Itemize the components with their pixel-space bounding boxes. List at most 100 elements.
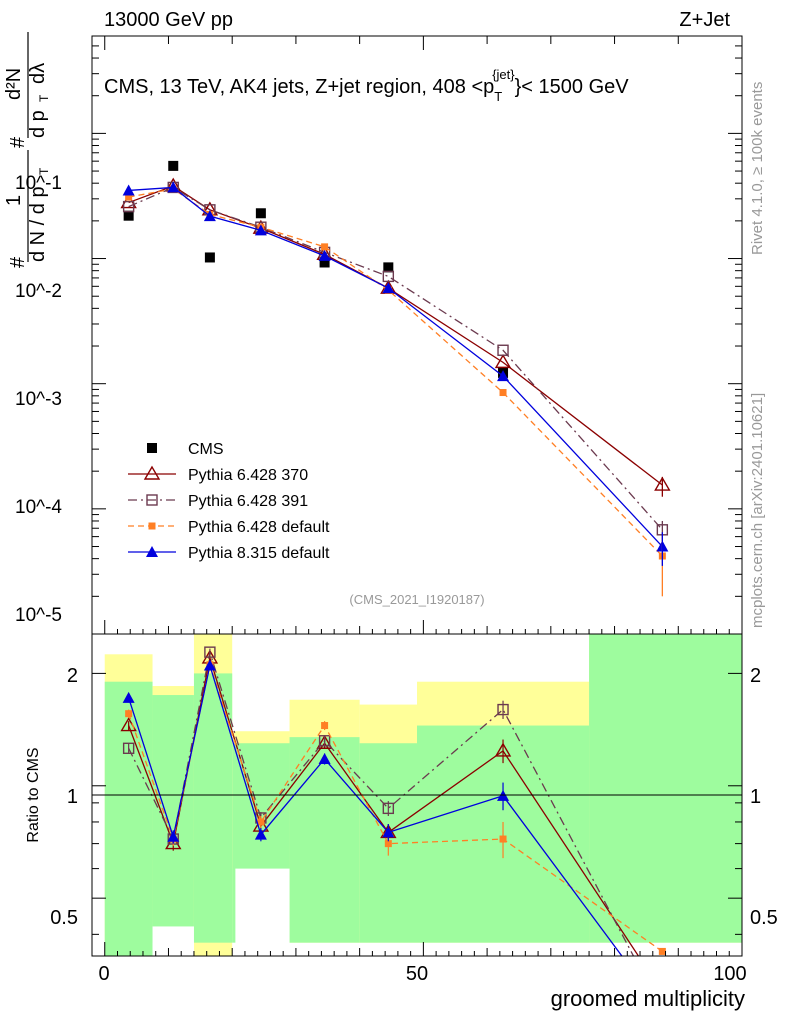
data-point [499, 389, 507, 397]
legend-marker [146, 546, 158, 557]
y-tick-label: 10^-2 [15, 281, 62, 302]
y-tick-label: 10^-5 [15, 605, 62, 626]
y-label-one: 1 [3, 195, 25, 206]
data-point [497, 370, 510, 382]
ratio-point [318, 735, 331, 747]
ratio-band-inner [589, 634, 742, 943]
data-point [382, 282, 395, 294]
y-label-hash: # [7, 256, 29, 268]
data-point [203, 210, 216, 222]
ratio-point [494, 742, 512, 757]
legend-marker [148, 522, 156, 530]
data-point [204, 252, 215, 263]
axis-ticks [92, 35, 743, 956]
ratio-y-tick-label-right: 0.5 [750, 907, 778, 929]
main-y-axis-label: # 1 d N / d p T # d²N d p T dλ [3, 32, 51, 268]
data-point [382, 270, 395, 283]
legend-marker [143, 465, 161, 480]
x-tick-label: 0 [98, 963, 109, 985]
series-line [128, 186, 663, 531]
x-tick-label: 100 [713, 963, 746, 985]
x-axis-label: groomed multiplicity [551, 986, 745, 1011]
ratio-point [165, 835, 182, 850]
legend: CMS Pythia 6.428 370 Pythia 6.428 391 Pythi… [128, 441, 330, 562]
data-point [122, 184, 135, 196]
ratio-point [122, 691, 135, 703]
data-point [254, 224, 267, 236]
ratio-point [204, 646, 216, 658]
data-point [383, 262, 394, 273]
ratio-band-inner [289, 737, 360, 943]
ratio-point [497, 703, 509, 716]
data-point [494, 353, 512, 369]
data-point [497, 344, 509, 356]
plot-title: CMS, 13 TeV, AK4 jets, Z+jet region, 408… [104, 67, 629, 104]
ratio-point [203, 659, 216, 671]
data-point [319, 257, 330, 268]
ratio-line [128, 665, 623, 956]
y-tick-label: 10^-1 [15, 173, 62, 194]
data-point [255, 208, 266, 219]
mcplots-source-label: mcplots.cern.ch [arXiv:2401.10621] [749, 393, 766, 628]
ratio-point [382, 826, 395, 838]
data-point [123, 210, 134, 221]
plot-title-text: CMS, 13 TeV, AK4 jets, Z+jet region, 408… [104, 67, 629, 104]
ratio-point [384, 840, 392, 848]
main-y-tick-labels: 10^-1 10^-2 10^-3 10^-4 10^-5 [15, 173, 62, 626]
ratio-point [122, 742, 135, 755]
legend-marker [146, 494, 158, 506]
series-line [128, 186, 663, 547]
y-label-d2N: d²N [3, 68, 25, 100]
y-label-dN: d N / d p [27, 186, 49, 262]
legend-label: Pythia 6.428 default [188, 519, 330, 536]
energy-label: 13000 GeV pp [104, 9, 233, 31]
main-series-group [120, 160, 671, 597]
ratio-clip-group [120, 646, 666, 956]
ratio-point [167, 830, 180, 842]
ratio-line [128, 651, 635, 956]
data-point [125, 193, 133, 201]
legend-marker [147, 443, 157, 453]
ratio-band-gap [235, 868, 290, 956]
series-line [128, 188, 663, 557]
ratio-point [316, 734, 333, 749]
ratio-y-tick-label: 0.5 [50, 907, 78, 929]
data-point [167, 181, 180, 193]
ratio-y-tick-label-right: 1 [750, 786, 761, 808]
ratio-band-gap [152, 926, 194, 956]
ratio-band-inner [152, 695, 194, 943]
y-label-dlambda: dλ [27, 63, 49, 84]
legend-label: Pythia 6.428 391 [188, 493, 308, 510]
x-tick-label: 50 [406, 963, 428, 985]
legend-label: CMS [188, 441, 224, 458]
ratio-point [318, 752, 331, 764]
data-point [321, 243, 329, 251]
ratio-series-group [120, 646, 666, 956]
ratio-point [125, 710, 133, 718]
y-tick-label: 10^-3 [15, 389, 62, 410]
y-label-dpT: d p [27, 110, 49, 138]
legend-label: Pythia 8.315 default [188, 545, 330, 562]
legend-label: Pythia 6.428 370 [188, 467, 308, 484]
ratio-point [257, 818, 265, 826]
ratio-point [499, 835, 507, 843]
data-point [318, 249, 331, 261]
y-label-hash-2: # [7, 136, 29, 148]
ratio-y-tick-label: 1 [67, 786, 78, 808]
process-label: Z+Jet [679, 9, 730, 31]
ratio-point [254, 828, 267, 840]
ratio-y-axis-label: Ratio to CMS [25, 747, 42, 842]
ratio-point [382, 802, 395, 815]
ratio-point [321, 722, 329, 730]
data-point [168, 160, 179, 171]
y-tick-label: 10^-4 [15, 497, 62, 518]
ratio-point [658, 947, 666, 955]
y-label-T-sub-2: T [37, 94, 51, 102]
analysis-id: (CMS_2021_I1920187) [349, 592, 484, 607]
y-label-T-sub: T [37, 167, 51, 175]
ratio-y-tick-label-right: 2 [750, 665, 761, 687]
rivet-version-label: Rivet 4.1.0, ≥ 100k events [749, 82, 766, 255]
data-point [122, 200, 135, 213]
ratio-y-tick-label: 2 [67, 665, 78, 687]
